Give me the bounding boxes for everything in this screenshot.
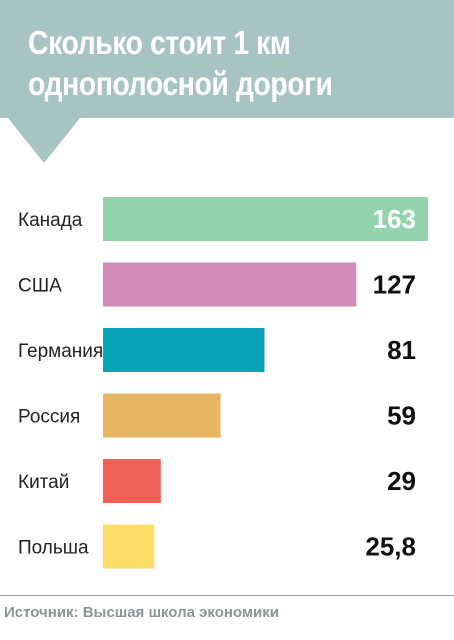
chart-title: Сколько стоит 1 км однополосной дороги xyxy=(28,22,389,104)
source-note: Источник: Высшая школа экономики xyxy=(4,604,279,621)
value-label: 59 xyxy=(387,401,416,431)
bar-3 xyxy=(103,328,265,372)
bar-1 xyxy=(103,197,428,241)
bar-2 xyxy=(103,262,357,307)
category-label: Россия xyxy=(18,407,80,428)
category-label: США xyxy=(18,276,62,297)
value-label: 29 xyxy=(387,466,416,496)
category-label: Китай xyxy=(18,472,69,493)
value-label: 25,8 xyxy=(365,532,416,562)
bar-chart: Канада 163 США 127 Германия 81 Россия 59 Китай 29… xyxy=(18,197,428,569)
category-label: Польша xyxy=(18,538,89,559)
value-label: 163 xyxy=(373,204,416,234)
bar-5 xyxy=(103,459,161,503)
banner-shape xyxy=(0,0,454,163)
category-label: Канада xyxy=(18,210,83,231)
bar-6 xyxy=(103,524,155,569)
title-banner: Сколько стоит 1 км однополосной дороги xyxy=(0,0,454,175)
value-label: 127 xyxy=(373,270,416,300)
title-line-2: однополосной дороги xyxy=(28,65,333,102)
bar-4 xyxy=(103,393,221,438)
footer-divider xyxy=(0,595,454,596)
title-line-1: Сколько стоит 1 км xyxy=(28,24,291,61)
value-label: 81 xyxy=(387,335,416,365)
category-label: Германия xyxy=(18,341,103,362)
